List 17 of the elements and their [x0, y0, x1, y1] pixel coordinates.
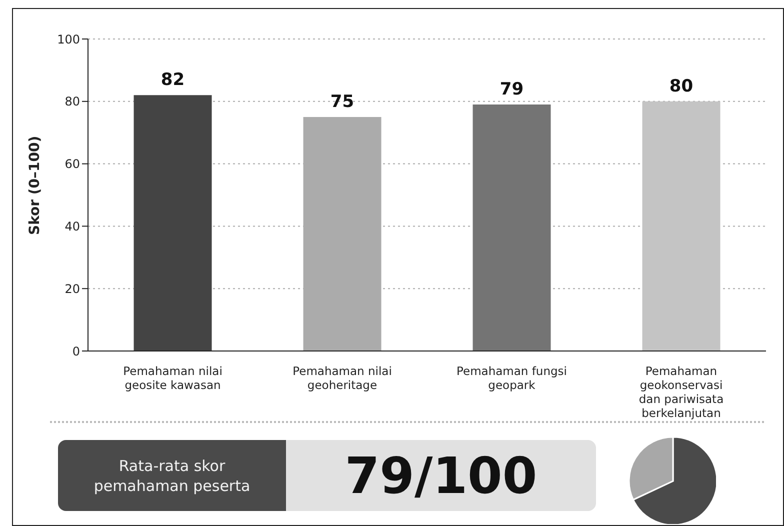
data-label: 82 [160, 70, 185, 90]
y-tick-label: 80 [64, 94, 80, 109]
y-tick-label: 100 [57, 32, 80, 46]
y-tick-label: 60 [64, 157, 80, 172]
text: Rata-rata skor pemahaman peserta [58, 440, 286, 511]
y-tick-label: 0 [72, 344, 80, 358]
data-label: 80 [669, 76, 694, 96]
data-label: 79 [500, 80, 524, 100]
x-tick-label: Pemahaman fungsi geopark [456, 364, 567, 392]
y-tick-label: 20 [64, 282, 80, 296]
y-tick-label: 40 [64, 219, 80, 234]
x-tick-label: Pemahaman nilai geoheritage [292, 364, 392, 392]
text: 79/100 [286, 440, 596, 511]
x-tick-label: Pemahaman geokonservasi dan pariwisata berkelanjutan [638, 364, 724, 420]
x-tick-label: Pemahaman nilai geosite kawasan [123, 364, 222, 392]
y-axis-title: Skor (0–100) [26, 136, 43, 235]
data-label: 75 [330, 92, 354, 112]
